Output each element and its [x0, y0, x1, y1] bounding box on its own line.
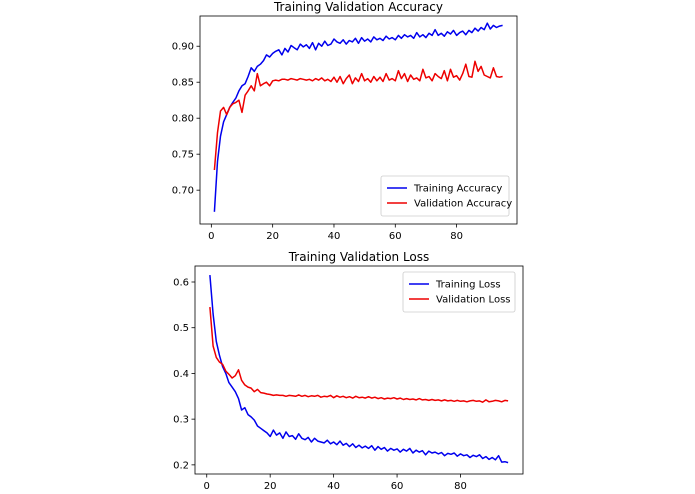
y-tick-label: 0.3	[173, 415, 189, 426]
y-tick-label: 0.80	[172, 114, 194, 125]
chart-title: Training Validation Loss	[288, 250, 430, 264]
x-tick-label: 0	[208, 231, 214, 242]
x-tick-label: 20	[264, 481, 277, 492]
y-tick-label: 0.5	[173, 323, 189, 334]
y-tick-label: 0.4	[173, 369, 189, 380]
legend: Training Accuracy Validation Accuracy	[380, 175, 512, 217]
y-tick-label: 0.75	[172, 150, 194, 161]
series-line-validation-accuracy	[213, 60, 503, 171]
chart-title: Training Validation Accuracy	[273, 0, 443, 14]
chart-1: Training Validation Accuracy 0 20 40 60 80 0.7…	[172, 0, 518, 242]
series-line-training-loss	[209, 275, 509, 464]
plot-frame	[199, 15, 518, 225]
plot-frame	[194, 265, 524, 475]
legend-label: Training Loss	[435, 280, 501, 291]
x-tick-label: 0	[204, 481, 210, 492]
legend-label: Validation Accuracy	[414, 199, 512, 210]
x-tick-label: 40	[327, 481, 340, 492]
x-tick-label: 40	[328, 231, 341, 242]
x-tick-label: 80	[454, 481, 467, 492]
y-tick-label: 0.2	[173, 460, 189, 471]
legend-box	[380, 175, 510, 217]
x-tick-label: 60	[389, 231, 402, 242]
x-tick-label: 20	[266, 231, 279, 242]
chart-2: Training Validation Loss 0 20 40 60 80 0.2 0.3 0…	[173, 250, 524, 492]
legend-box	[402, 271, 516, 313]
legend: Training Loss Validation Loss	[402, 271, 516, 313]
series-line-training-accuracy	[213, 22, 503, 212]
x-tick-label: 80	[450, 231, 463, 242]
y-tick-label: 0.90	[172, 42, 194, 53]
legend-label: Training Accuracy	[413, 184, 502, 195]
y-tick-label: 0.70	[172, 186, 194, 197]
y-tick-label: 0.85	[172, 78, 194, 89]
y-tick-label: 0.6	[173, 278, 189, 289]
legend-label: Validation Loss	[436, 295, 511, 306]
series-line-validation-loss	[209, 307, 509, 403]
x-tick-label: 60	[391, 481, 404, 492]
